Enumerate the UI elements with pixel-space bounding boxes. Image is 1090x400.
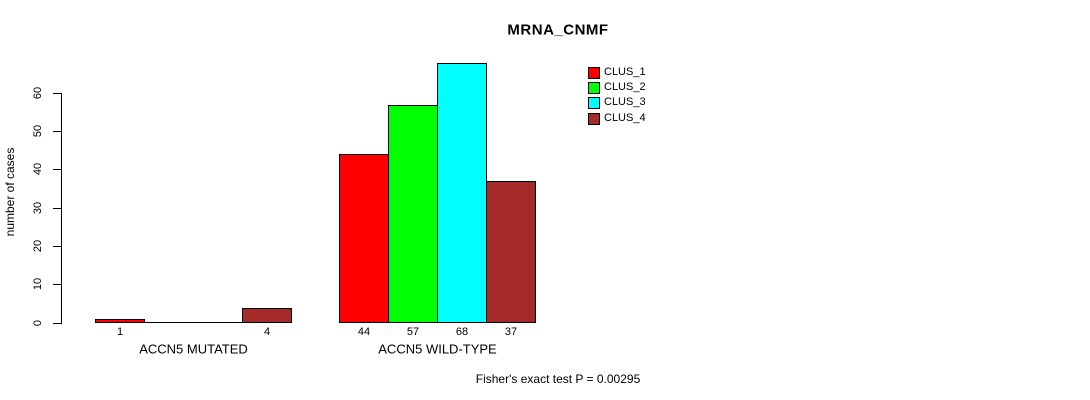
legend-label: CLUS_2 — [604, 81, 646, 93]
bar-value-label: 57 — [406, 326, 420, 338]
bar-clus_1-wildtype — [339, 154, 389, 323]
stat-annotation: Fisher's exact test P = 0.00295 — [475, 372, 641, 386]
y-tick — [53, 208, 62, 209]
legend-swatch-clus_4 — [588, 113, 600, 125]
bar-value-label: 4 — [263, 326, 271, 338]
y-tick — [53, 284, 62, 285]
y-tick-label: 20 — [32, 239, 44, 253]
y-tick — [53, 131, 62, 132]
y-tick — [53, 323, 62, 324]
bar-value-label: 1 — [116, 326, 124, 338]
bar-clus_1-mutated — [95, 319, 145, 323]
legend-label: CLUS_4 — [604, 112, 646, 124]
bar-clus_4-mutated — [242, 308, 292, 323]
y-axis-label: number of cases — [3, 147, 17, 237]
legend-swatch-clus_2 — [588, 82, 600, 94]
y-tick — [53, 246, 62, 247]
y-tick-label: 10 — [32, 277, 44, 291]
y-tick — [53, 169, 62, 170]
y-tick-label: 40 — [32, 162, 44, 176]
y-tick-label: 50 — [32, 124, 44, 138]
y-tick-label: 0 — [32, 319, 44, 327]
x-category-label: ACCN5 WILD-TYPE — [378, 341, 497, 357]
legend-label: CLUS_3 — [604, 96, 646, 108]
chart-title: MRNA_CNMF — [507, 21, 609, 39]
y-tick-label: 60 — [32, 86, 44, 100]
bar-clus_3-wildtype — [437, 63, 487, 323]
legend-label: CLUS_1 — [604, 66, 646, 78]
bar-clus_2-wildtype — [388, 105, 438, 323]
bar-value-label: 68 — [455, 326, 469, 338]
group-baseline — [95, 322, 292, 323]
bar-clus_4-wildtype — [486, 181, 536, 323]
y-tick — [53, 93, 62, 94]
legend-swatch-clus_3 — [588, 97, 600, 109]
bar-value-label: 37 — [504, 326, 518, 338]
y-tick-label: 30 — [32, 201, 44, 215]
x-category-label: ACCN5 MUTATED — [139, 341, 248, 357]
bar-value-label: 44 — [357, 326, 371, 338]
legend-swatch-clus_1 — [588, 67, 600, 79]
